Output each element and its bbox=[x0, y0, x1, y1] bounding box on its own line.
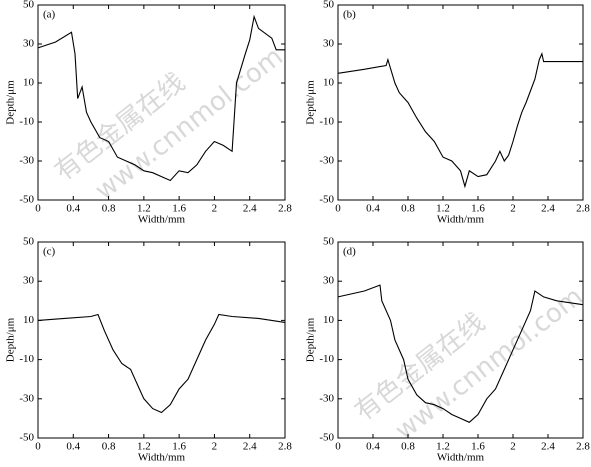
y-tick-label: 10 bbox=[23, 314, 35, 326]
x-axis-label: Width/mm bbox=[437, 452, 485, 464]
x-tick-label: 0.8 bbox=[401, 441, 415, 453]
x-tick-label: 2 bbox=[212, 203, 218, 215]
x-axis-label: Width/mm bbox=[138, 214, 186, 226]
x-tick-label: 0.4 bbox=[66, 203, 80, 215]
x-tick-label: 0.4 bbox=[366, 203, 380, 215]
x-tick-label: 2 bbox=[212, 441, 218, 453]
y-tick-label: 10 bbox=[323, 314, 335, 326]
y-axis-label: Depth/μm bbox=[305, 317, 317, 362]
y-tick-label: -50 bbox=[19, 432, 34, 444]
panel-label: (b) bbox=[343, 9, 356, 21]
y-axis-label: Depth/μm bbox=[5, 80, 17, 125]
y-tick-label: 30 bbox=[323, 275, 335, 287]
x-tick-label: 0.8 bbox=[102, 441, 116, 453]
y-tick-label: -30 bbox=[319, 392, 334, 404]
x-tick-label: 1.6 bbox=[172, 203, 186, 215]
x-tick-label: 0.8 bbox=[401, 203, 415, 215]
y-tick-label: 30 bbox=[23, 275, 35, 287]
y-tick-label: 10 bbox=[23, 77, 35, 89]
x-tick-label: 0 bbox=[35, 441, 41, 453]
x-tick-label: 2.8 bbox=[576, 441, 590, 453]
x-tick-label: 2.8 bbox=[576, 203, 590, 215]
x-tick-label: 2 bbox=[510, 441, 516, 453]
y-tick-label: 50 bbox=[323, 0, 335, 11]
x-axis-label: Width/mm bbox=[437, 214, 485, 226]
y-tick-label: -50 bbox=[19, 194, 34, 206]
profile-line bbox=[37, 14, 285, 182]
x-tick-label: 1.6 bbox=[172, 441, 186, 453]
panel-label: (a) bbox=[43, 9, 56, 21]
y-tick-label: -50 bbox=[319, 432, 334, 444]
panel-label: (d) bbox=[343, 246, 356, 258]
x-tick-label: 2.4 bbox=[541, 441, 555, 453]
profile-line bbox=[337, 52, 583, 189]
y-axis-label: Depth/μm bbox=[5, 317, 17, 362]
x-tick-label: 2.4 bbox=[243, 441, 257, 453]
x-tick-label: 2 bbox=[510, 203, 516, 215]
x-tick-label: 1.2 bbox=[137, 203, 151, 215]
y-tick-label: -30 bbox=[319, 155, 334, 167]
x-tick-label: 2.8 bbox=[278, 203, 292, 215]
y-tick-label: 50 bbox=[323, 236, 335, 248]
y-tick-label: 10 bbox=[323, 77, 335, 89]
x-tick-label: 2.4 bbox=[243, 203, 257, 215]
x-tick-label: 1.6 bbox=[471, 441, 485, 453]
x-tick-label: 1.2 bbox=[137, 441, 151, 453]
watermark: 有色金属在线 www.cnnmol.com bbox=[349, 282, 588, 447]
y-tick-label: -30 bbox=[19, 155, 34, 167]
y-tick-label: -10 bbox=[19, 116, 34, 128]
y-tick-label: -50 bbox=[319, 194, 334, 206]
x-tick-label: 1.6 bbox=[471, 203, 485, 215]
watermark: 有色金属在线 www.cnnmol.com bbox=[49, 42, 288, 207]
x-tick-label: 0 bbox=[335, 203, 341, 215]
x-axis-label: Width/mm bbox=[138, 452, 186, 464]
x-tick-label: 1.2 bbox=[436, 203, 450, 215]
y-tick-label: 50 bbox=[23, 0, 35, 11]
x-tick-label: 0.4 bbox=[66, 441, 80, 453]
x-tick-label: 2.8 bbox=[278, 441, 292, 453]
panel-label: (c) bbox=[43, 246, 56, 258]
y-tick-label: 30 bbox=[323, 38, 335, 50]
plot-frame bbox=[37, 241, 286, 439]
x-tick-label: 0.4 bbox=[366, 441, 380, 453]
profile-line bbox=[337, 284, 584, 423]
x-tick-label: 0 bbox=[35, 203, 41, 215]
y-axis-label: Depth/μm bbox=[305, 80, 317, 125]
x-tick-label: 0 bbox=[335, 441, 341, 453]
x-tick-label: 1.2 bbox=[436, 441, 450, 453]
plot-frame bbox=[337, 241, 584, 439]
y-tick-label: 50 bbox=[23, 236, 35, 248]
y-tick-label: -10 bbox=[319, 116, 334, 128]
x-tick-label: 2.4 bbox=[541, 203, 555, 215]
y-tick-label: -30 bbox=[19, 392, 34, 404]
x-tick-label: 0.8 bbox=[102, 203, 116, 215]
y-tick-label: -10 bbox=[319, 353, 334, 365]
plot-frame bbox=[37, 4, 286, 201]
plot-frame bbox=[337, 4, 584, 201]
y-tick-label: -10 bbox=[19, 353, 34, 365]
y-tick-label: 30 bbox=[23, 38, 35, 50]
profile-line bbox=[37, 313, 286, 414]
